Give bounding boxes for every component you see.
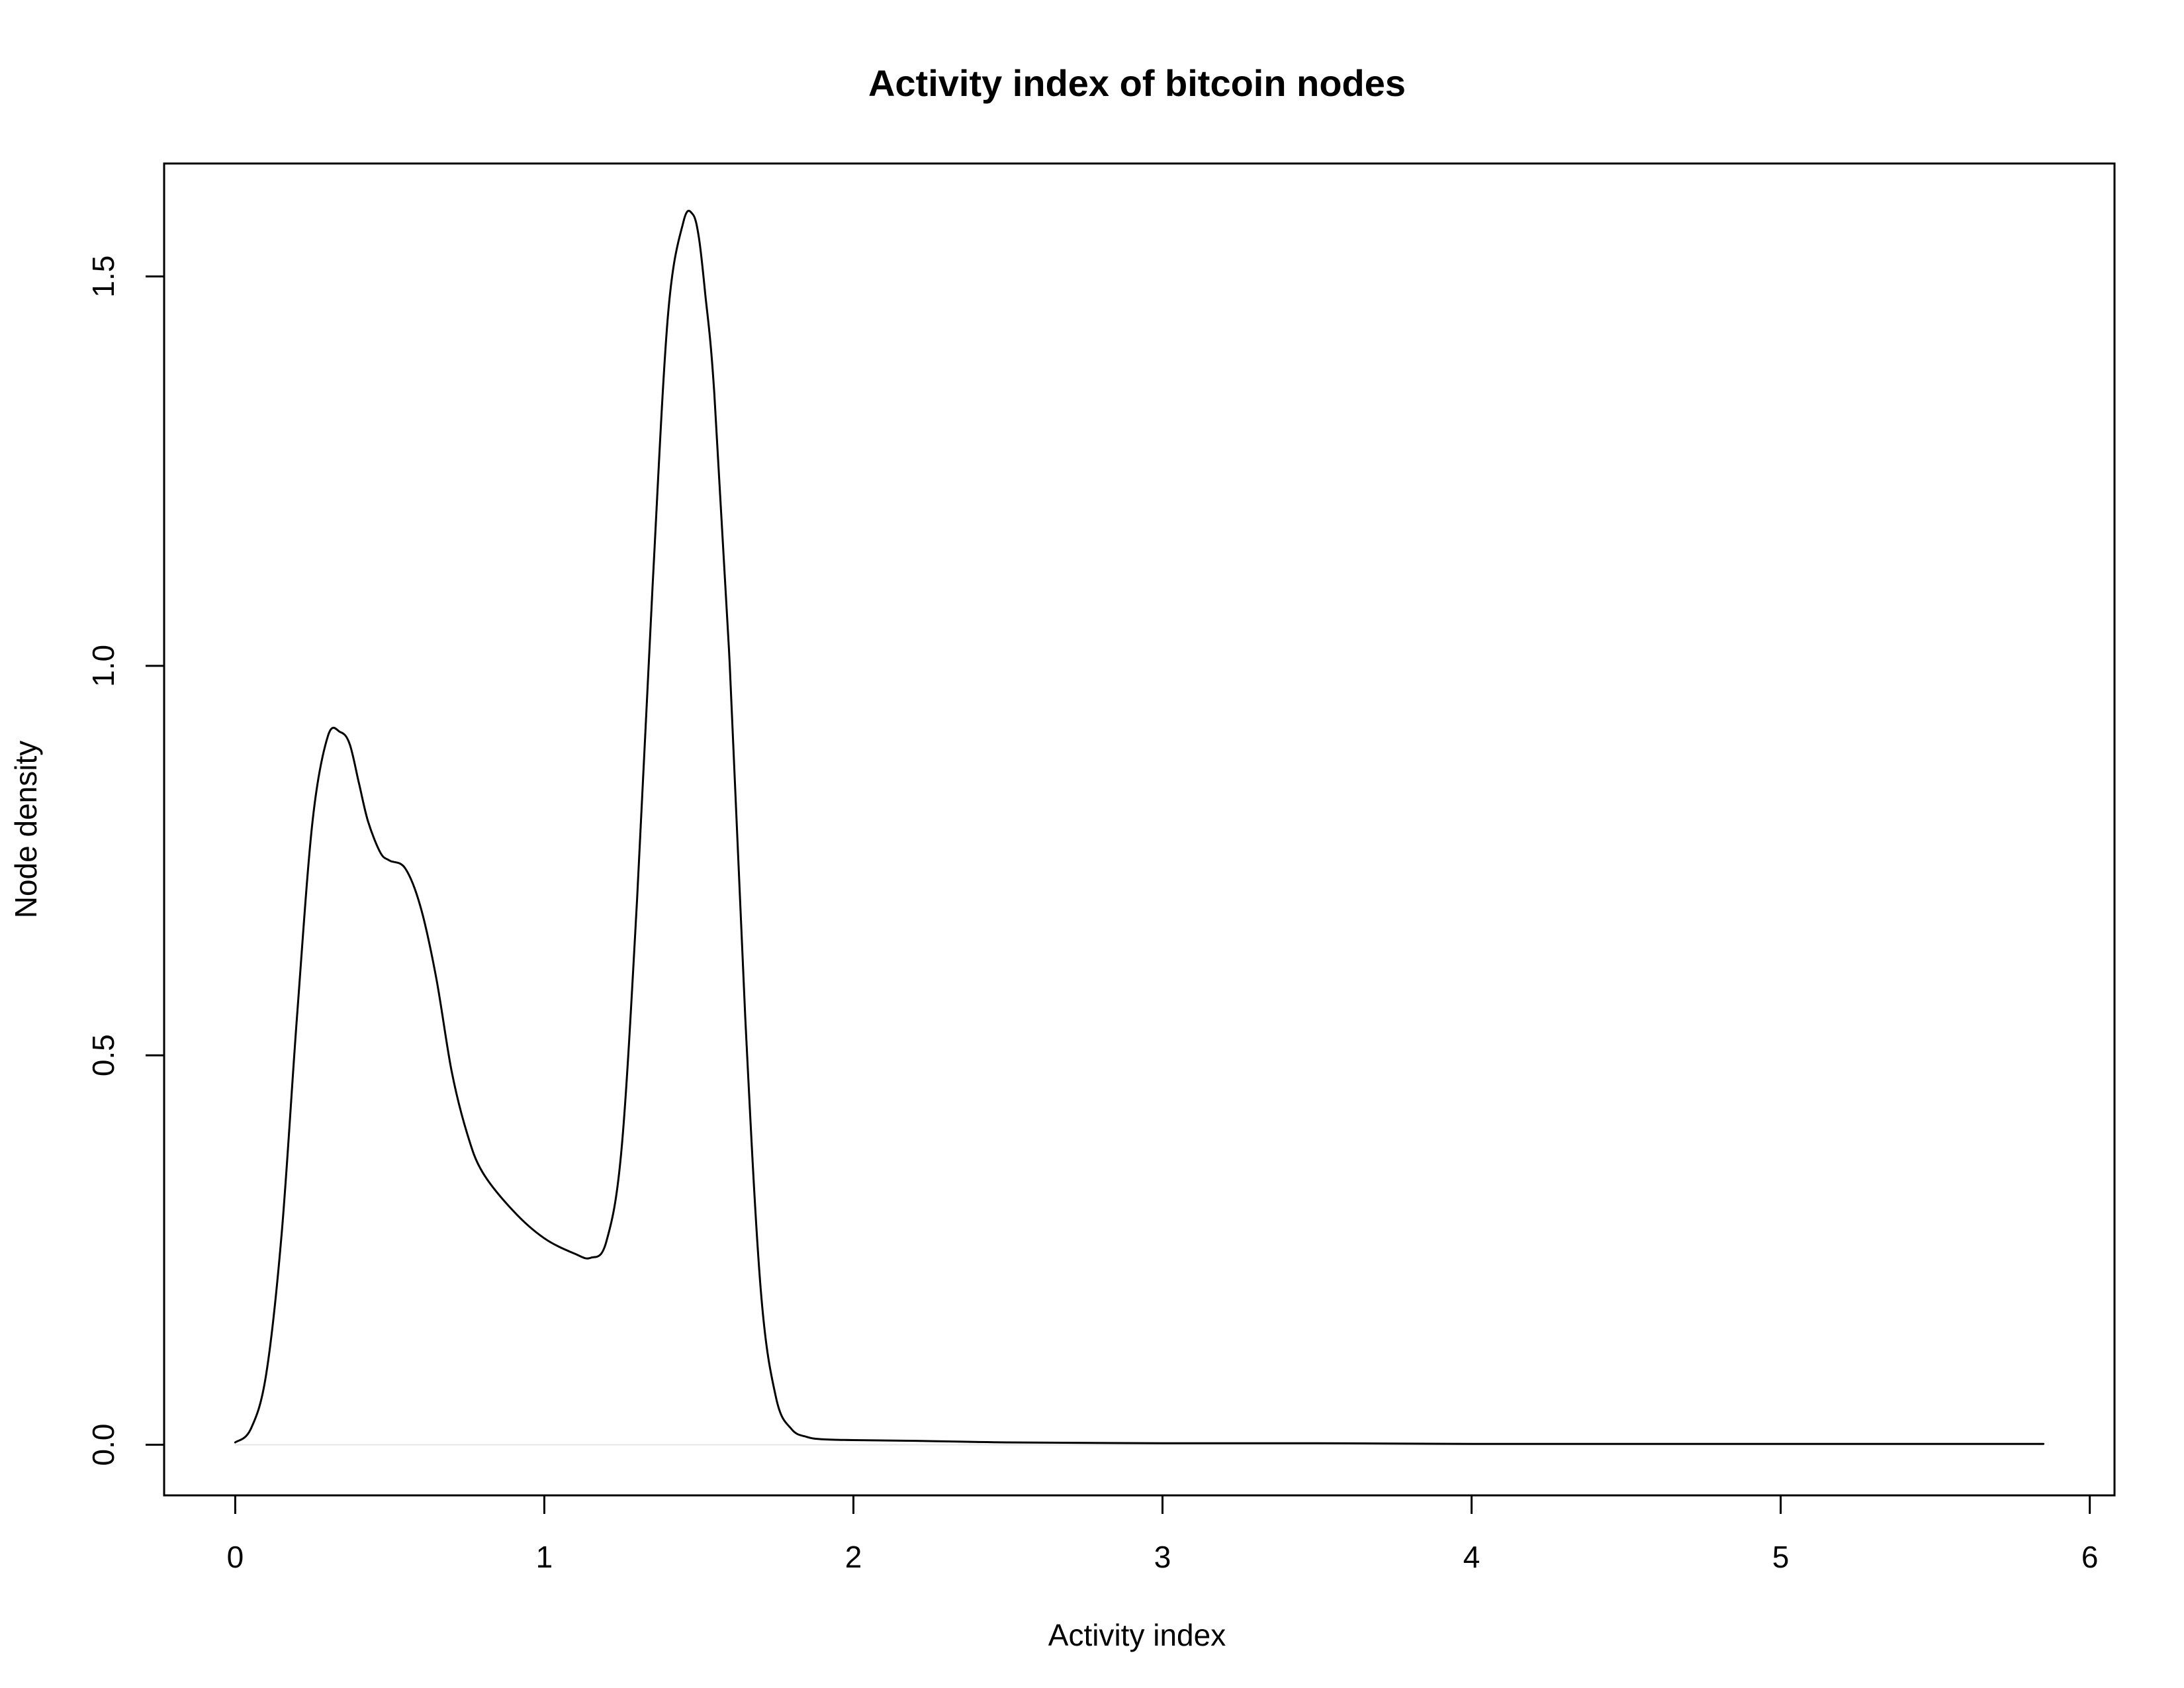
plot-frame xyxy=(163,162,2116,1497)
x-axis-title: Activity index xyxy=(1048,1618,1226,1652)
density-curve xyxy=(234,209,2045,1445)
y-tick-label: 0.5 xyxy=(86,1034,120,1076)
y-axis-title: Node density xyxy=(9,741,43,919)
x-tick-label: 2 xyxy=(845,1540,862,1574)
y-tick-label: 1.5 xyxy=(86,256,120,298)
chart-title: Activity index of bitcoin nodes xyxy=(868,62,1406,104)
x-tick-label: 6 xyxy=(2081,1540,2099,1574)
x-tick-label: 0 xyxy=(227,1540,244,1574)
y-axis: 0.0 0.5 1.0 1.5 xyxy=(86,256,165,1466)
y-tick-label: 0.0 xyxy=(86,1424,120,1466)
x-tick-label: 3 xyxy=(1154,1540,1171,1574)
x-tick-label: 5 xyxy=(1772,1540,1790,1574)
x-axis: 0 1 2 3 4 5 6 xyxy=(227,1494,2099,1574)
x-tick-label: 1 xyxy=(536,1540,553,1574)
y-tick-label: 1.0 xyxy=(86,645,120,687)
x-tick-label: 4 xyxy=(1463,1540,1480,1574)
